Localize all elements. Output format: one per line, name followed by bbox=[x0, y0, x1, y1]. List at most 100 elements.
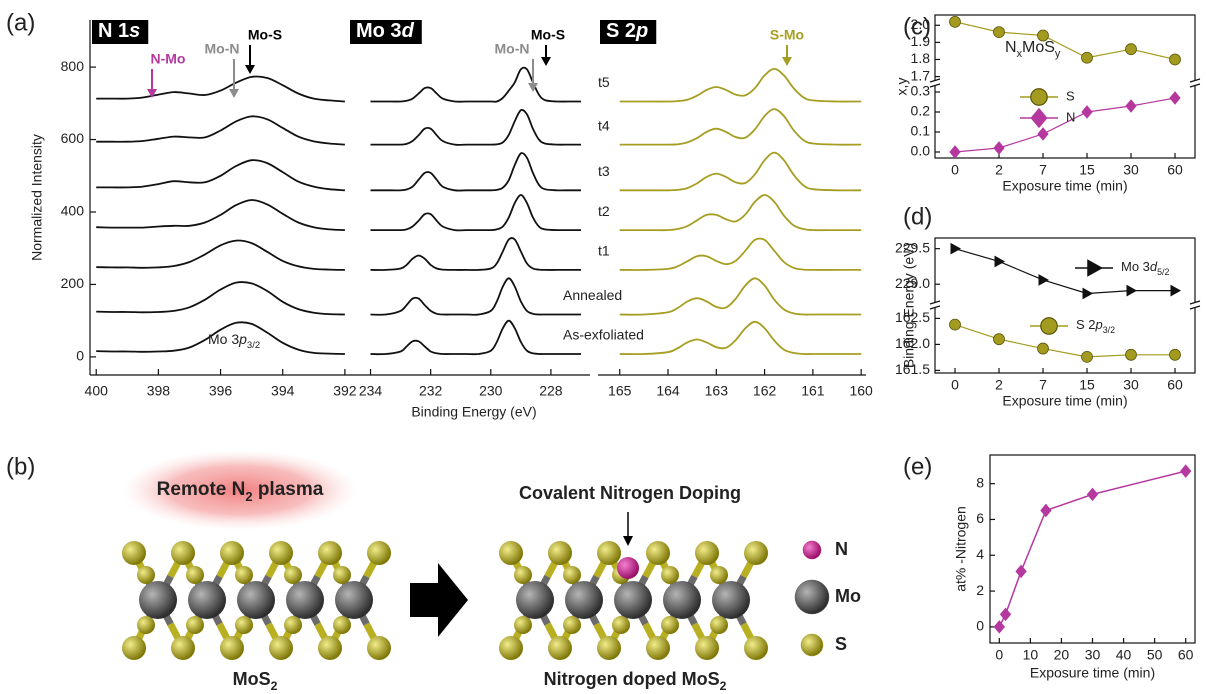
panel-header: S 2p bbox=[606, 20, 648, 42]
spectrum bbox=[620, 195, 862, 230]
legend-label: N bbox=[1066, 109, 1075, 124]
marker bbox=[1082, 106, 1092, 118]
y-tick-label: 2 bbox=[976, 582, 984, 598]
atom-mo bbox=[516, 581, 554, 619]
atom-s bbox=[122, 636, 146, 660]
marker bbox=[1082, 351, 1093, 362]
legend-label-part: 5/2 bbox=[1157, 267, 1169, 277]
y-axis-title: x,y bbox=[894, 78, 910, 96]
x-axis-title: Exposure time (min) bbox=[1030, 665, 1155, 681]
structure-label-part: 2 bbox=[271, 679, 278, 693]
atom-s-back bbox=[235, 566, 253, 584]
structure-label: Nitrogen doped MoS2 bbox=[544, 669, 727, 693]
atom-mo bbox=[712, 581, 750, 619]
atom-s-back bbox=[284, 616, 302, 634]
atom-s-back bbox=[514, 566, 532, 584]
atom-s bbox=[499, 636, 523, 660]
x-tick-label: 394 bbox=[271, 383, 295, 399]
spectrum bbox=[371, 278, 582, 314]
annotation: Mo-S bbox=[531, 27, 565, 43]
y-tick-label: 600 bbox=[61, 130, 85, 146]
marker bbox=[994, 621, 1004, 633]
structure-label-part: Nitrogen doped MoS bbox=[544, 669, 720, 689]
plot-frame bbox=[990, 455, 1195, 643]
trace-label: t4 bbox=[598, 117, 610, 133]
panel-header-part: N 1 bbox=[98, 20, 129, 42]
atom-s bbox=[646, 541, 670, 565]
spectrum bbox=[96, 160, 345, 190]
x-tick-label: 30 bbox=[1123, 377, 1139, 393]
x-tick-label: 398 bbox=[147, 383, 171, 399]
marker bbox=[1170, 92, 1180, 104]
x-tick-label: 232 bbox=[419, 383, 443, 399]
structure-label-part: MoS bbox=[233, 669, 271, 689]
atom-s-back bbox=[661, 616, 679, 634]
plasma-label-part: Remote N bbox=[157, 479, 246, 500]
marker bbox=[994, 142, 1004, 154]
annotation-arrow-head bbox=[541, 57, 551, 66]
peak-label-part: 3/2 bbox=[247, 340, 260, 351]
x-tick-label: 163 bbox=[705, 383, 729, 399]
panel-label: (e) bbox=[903, 453, 932, 480]
marker bbox=[950, 16, 961, 27]
spectrum bbox=[371, 68, 582, 102]
marker bbox=[950, 319, 961, 330]
atom-mo bbox=[565, 581, 603, 619]
annotation: N-Mo bbox=[151, 51, 186, 67]
series-line bbox=[955, 325, 1175, 357]
annotation-arrow-head bbox=[229, 89, 239, 98]
marker bbox=[1083, 288, 1092, 298]
x-tick-label: 396 bbox=[209, 383, 233, 399]
atom-s bbox=[548, 636, 572, 660]
panel-header-part: S 2 bbox=[606, 20, 636, 42]
panel-label: (a) bbox=[6, 9, 35, 36]
atom-s-back bbox=[710, 566, 728, 584]
panel-header-part: Mo 3 bbox=[356, 20, 402, 42]
panel-header: Mo 3d bbox=[356, 20, 415, 42]
spectrum bbox=[96, 77, 345, 102]
x-tick-label: 20 bbox=[1054, 647, 1070, 663]
panel-header-part: p bbox=[635, 20, 648, 42]
x-tick-label: 2 bbox=[995, 377, 1003, 393]
trace-label: Annealed bbox=[563, 287, 622, 303]
x-tick-label: 60 bbox=[1167, 162, 1183, 178]
marker bbox=[1016, 565, 1026, 577]
marker bbox=[1170, 54, 1181, 65]
series-line bbox=[955, 98, 1175, 152]
x-tick-label: 400 bbox=[85, 383, 109, 399]
annotation: Mo-N bbox=[205, 41, 240, 57]
y-tick-label: 0.3 bbox=[911, 83, 931, 99]
plot-frame bbox=[935, 15, 1195, 158]
legend-marker bbox=[1031, 89, 1048, 106]
spectrum bbox=[371, 238, 582, 270]
spectrum bbox=[620, 322, 862, 354]
atom-s bbox=[695, 636, 719, 660]
legend-label: N bbox=[835, 539, 848, 559]
atom-s bbox=[269, 636, 293, 660]
x-tick-label: 7 bbox=[1039, 162, 1047, 178]
atom-mo bbox=[614, 581, 652, 619]
y-tick-label: 0.2 bbox=[911, 103, 931, 119]
x-tick-label: 60 bbox=[1178, 647, 1194, 663]
atom-n bbox=[617, 557, 639, 579]
marker bbox=[1038, 128, 1048, 140]
atom-s-back bbox=[612, 616, 630, 634]
y-axis-title: at% -Nitrogen bbox=[953, 506, 969, 592]
x-tick-label: 164 bbox=[656, 383, 680, 399]
atom-s bbox=[548, 541, 572, 565]
atom-s-back bbox=[514, 616, 532, 634]
x-tick-label: 0 bbox=[995, 647, 1003, 663]
atom-s-back bbox=[186, 566, 204, 584]
annotation: Mo-S bbox=[248, 27, 282, 43]
atom-mo bbox=[237, 581, 275, 619]
atom-s bbox=[220, 636, 244, 660]
spectrum bbox=[620, 278, 862, 314]
atom-s-back bbox=[661, 566, 679, 584]
atom-s bbox=[269, 541, 293, 565]
trace-label: t1 bbox=[598, 243, 610, 259]
plasma-label-part: plasma bbox=[253, 479, 324, 500]
legend-label: S 2p3/2 bbox=[1076, 317, 1115, 335]
peak-label: Mo 3p3/2 bbox=[208, 331, 260, 351]
atom-s bbox=[597, 541, 621, 565]
